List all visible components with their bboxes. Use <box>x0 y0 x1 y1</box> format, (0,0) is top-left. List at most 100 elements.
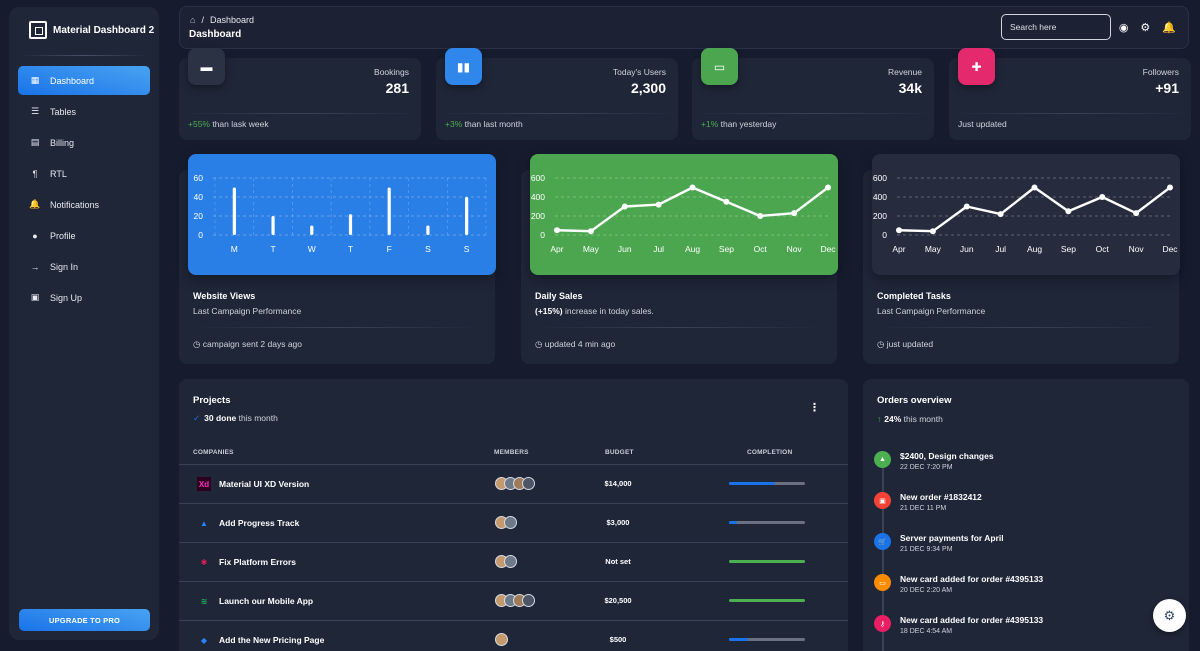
sidebar-item-notifications[interactable]: 🔔 Notifications <box>18 190 150 219</box>
orders-suffix: this month <box>901 414 943 424</box>
chart-title: Daily Sales <box>535 291 583 301</box>
chart-footer: ◷ campaign sent 2 days ago <box>193 339 302 350</box>
chart-subtitle-bold: (+15%) <box>535 306 563 316</box>
table-row[interactable]: ◆ Add the New Pricing Page $500 <box>179 621 848 651</box>
y-tick-label: 0 <box>882 230 887 240</box>
account-icon[interactable]: ◉ <box>1118 22 1129 34</box>
avatar[interactable] <box>504 555 517 568</box>
company-name: Add the New Pricing Page <box>219 635 325 645</box>
sidebar-item-billing[interactable]: ▤ Billing <box>18 128 150 157</box>
arrow-up-icon: ↑ <box>877 414 882 424</box>
data-point <box>1099 194 1106 200</box>
company-logo-icon: Xd <box>197 477 211 491</box>
x-tick-label: Jul <box>653 244 664 254</box>
sidebar-item-rtl[interactable]: ¶ RTL <box>18 159 150 188</box>
stat-value: 34k <box>898 80 922 96</box>
person-add-icon: ✚ <box>958 48 995 85</box>
table-header: COMPANIES MEMBERS BUDGET COMPLETION <box>179 447 848 465</box>
x-tick-label: Oct <box>754 244 768 254</box>
sidebar-item-sign-up[interactable]: ▣ Sign Up <box>18 283 150 312</box>
chart-card-completed-tasks: 0 200 400 600 Apr May Jun Jul Aug Sep Oct Nov Dec Co… <box>863 154 1180 364</box>
table-row[interactable]: ▲ Add Progress Track $3,000 <box>179 504 848 543</box>
login-icon: → <box>30 261 40 272</box>
avatar[interactable] <box>495 633 508 646</box>
orders-title: Orders overview <box>877 395 952 406</box>
budget: $3,000 <box>606 518 630 527</box>
stat-footer: Just updated <box>958 119 1007 129</box>
x-tick-label: T <box>348 244 353 254</box>
timeline-date: 21 DEC 11 PM <box>900 505 947 512</box>
chart-subtitle-text: Last Campaign Performance <box>193 306 302 316</box>
brand-logo-icon <box>29 21 47 39</box>
stat-footer-text: than yesterday <box>718 119 777 129</box>
x-tick-label: Aug <box>1027 244 1042 254</box>
series-line <box>898 186 1171 233</box>
members <box>495 633 508 646</box>
company-logo-icon: ✱ <box>200 557 208 567</box>
sidebar-item-tables[interactable]: ☰ Tables <box>18 97 150 126</box>
chart-svg: 0 20 40 60 M T W T F S S <box>194 173 487 254</box>
settings-fab-gear-icon[interactable]: ⚙ <box>1153 599 1186 632</box>
search-input[interactable] <box>1001 14 1111 40</box>
more-vert-icon[interactable]: ⋮ <box>809 402 820 414</box>
chart-subtitle: Last Campaign Performance <box>877 306 985 316</box>
y-tick-label: 600 <box>873 173 887 183</box>
members <box>495 594 535 607</box>
sidebar-item-profile[interactable]: ● Profile <box>18 221 150 250</box>
y-tick-label: 600 <box>531 173 545 183</box>
data-point <box>1133 210 1140 217</box>
data-point <box>963 203 970 210</box>
stat-footer: +1% than yesterday <box>701 119 776 129</box>
x-tick-label: F <box>387 244 392 254</box>
upgrade-button[interactable]: UPGRADE TO PRO <box>19 609 150 631</box>
completion-bar <box>729 560 805 563</box>
timeline-title: New card added for order #4395133 <box>900 615 1044 625</box>
chart-card-daily-sales: 0 200 400 600 Apr May Jun Jul Aug Sep Oct Nov Dec Da… <box>521 154 838 364</box>
chart-area: 0 200 400 600 Apr May Jun Jul Aug Sep Oct Nov Dec <box>872 154 1180 275</box>
stat-divider <box>692 113 934 114</box>
bell-icon[interactable]: 🔔 <box>1162 22 1176 34</box>
gear-icon[interactable]: ⚙ <box>1140 22 1151 34</box>
avatar[interactable] <box>504 516 517 529</box>
company-name: Fix Platform Errors <box>219 557 296 567</box>
table-row[interactable]: ≋ Launch our Mobile App $20,500 <box>179 582 848 621</box>
stat-label: Followers <box>1142 67 1179 77</box>
table-row[interactable]: Xd Material UI XD Version $14,000 <box>179 465 848 504</box>
chart-footer-text: just updated <box>886 339 934 349</box>
avatar[interactable] <box>522 594 535 607</box>
completion-bar <box>729 521 805 524</box>
company-logo-icon: ◆ <box>200 635 208 645</box>
sidebar-item-label: Tables <box>50 106 77 117</box>
stat-card-bookings: ▬ Bookings 281 +55% than lask week <box>179 48 421 140</box>
data-point <box>757 213 764 219</box>
company-name: Material UI XD Version <box>219 479 310 489</box>
assignment-icon: ▣ <box>30 292 40 302</box>
stat-value: 2,300 <box>630 80 666 96</box>
stat-card-today-s-users: ▮▮ Today's Users 2,300 +3% than last mon… <box>436 48 678 140</box>
sidebar-item-label: Dashboard <box>50 75 95 86</box>
sidebar-item-sign-in[interactable]: → Sign In <box>18 252 150 281</box>
stat-delta: +55% <box>188 119 210 129</box>
avatar[interactable] <box>522 477 535 490</box>
data-point <box>1031 184 1038 191</box>
completion-bar <box>729 638 805 641</box>
y-tick-label: 20 <box>194 211 204 221</box>
completion-bar <box>729 482 805 485</box>
brand[interactable]: Material Dashboard 2 <box>9 7 159 53</box>
person-icon: ● <box>32 230 38 241</box>
company-logo-icon: ▲ <box>200 518 208 528</box>
credit-card-icon: ▭ <box>874 574 891 591</box>
x-tick-label: Jun <box>618 244 632 254</box>
stat-label: Revenue <box>887 67 922 77</box>
home-icon[interactable]: ⌂ <box>190 15 196 25</box>
projects-title: Projects <box>193 395 231 406</box>
clock-icon: ◷ <box>877 339 887 349</box>
chart-svg: 0 200 400 600 Apr May Jun Jul Aug Sep Oct Nov Dec <box>531 173 836 254</box>
chart-divider <box>193 327 481 328</box>
timeline-date: 18 DEC 4:54 AM <box>900 628 953 635</box>
chart-title: Completed Tasks <box>877 291 951 301</box>
sidebar-item-dashboard[interactable]: ▦ Dashboard <box>18 66 150 95</box>
table-row[interactable]: ✱ Fix Platform Errors Not set <box>179 543 848 582</box>
stat-footer-text: than lask week <box>209 119 269 129</box>
x-tick-label: S <box>464 244 470 254</box>
